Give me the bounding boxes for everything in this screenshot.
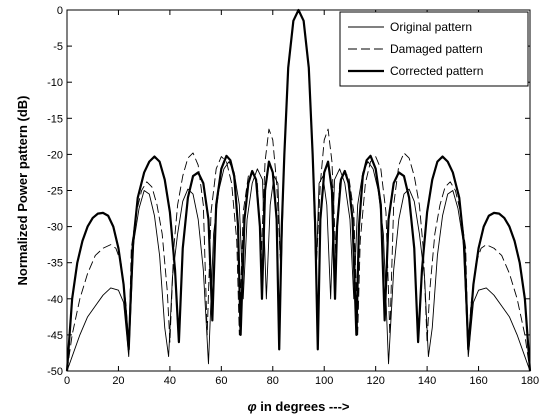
x-tick-label: 0 [64,375,70,387]
legend-label-0: Original pattern [390,20,472,34]
y-tick-label: 0 [57,5,63,17]
ticks-layer: 0 20 40 60 80 100 120 140 160 180 0 -5 -10 -15 -20 -25 -… [47,5,539,387]
y-tick-label: -15 [47,113,63,125]
x-tick-label: 180 [521,375,539,387]
x-tick-label: 100 [315,375,333,387]
y-axis-label: Normalized Power pattern (dB) [15,96,30,286]
x-tick-label: 20 [112,375,124,387]
legend-label-1: Damaged pattern [390,42,483,56]
x-axis-text: in degrees ---> [257,399,350,414]
x-tick-label: 40 [164,375,176,387]
legend-box [339,11,529,87]
y-tick-label: -45 [47,330,63,342]
x-tick-label: 60 [215,375,227,387]
x-tick-label: 120 [366,375,384,387]
plot-frame [66,9,531,372]
x-tick-label: 140 [418,375,436,387]
y-tick-label: -25 [47,186,63,198]
legend-label-2: Corrected pattern [390,64,483,78]
x-axis-label: φ in degrees ---> [248,399,350,414]
y-tick-label: -10 [47,77,63,89]
y-tick-label: -50 [47,366,63,378]
y-tick-label: -30 [47,222,63,234]
x-tick-label: 160 [469,375,487,387]
x-tick-label: 80 [267,375,279,387]
y-tick-label: -5 [53,41,63,53]
y-tick-label: -40 [47,294,63,306]
x-axis-symbol: φ [248,399,257,414]
y-tick-label: -35 [47,258,63,270]
legend: Original pattern Damaged pattern Corrected… [339,11,529,87]
y-tick-label: -20 [47,149,63,161]
